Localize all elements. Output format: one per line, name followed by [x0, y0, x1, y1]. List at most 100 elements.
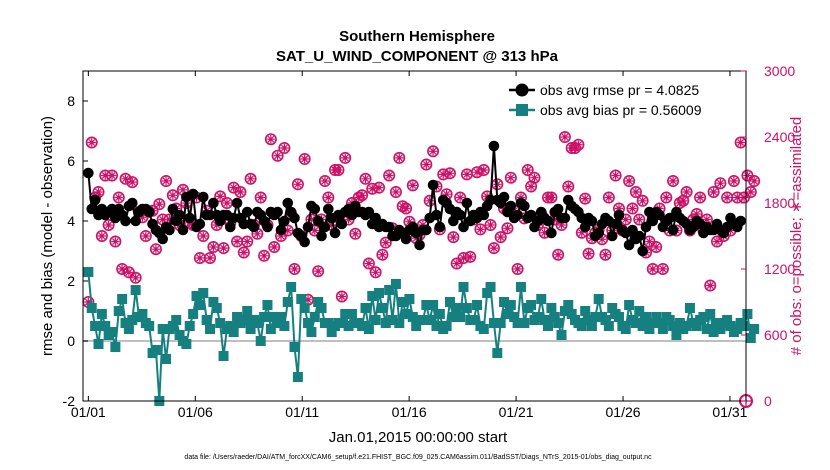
- rmse-point: [647, 215, 659, 227]
- obs-possible-point: [494, 231, 507, 244]
- obs-possible-point: [609, 169, 622, 182]
- rmse-point: [248, 221, 260, 233]
- rmse-point: [525, 209, 537, 221]
- rmse-point: [427, 179, 439, 191]
- bias-point: [576, 321, 587, 331]
- obs-assimilated-point: [232, 237, 242, 246]
- obs-possible-point: [623, 175, 636, 188]
- rmse-point: [735, 215, 746, 227]
- obs-assimilated-point: [722, 193, 732, 202]
- obs-assimilated-point: [222, 198, 232, 208]
- obs-assimilated-point: [104, 220, 113, 230]
- obs-assimilated-point: [584, 249, 593, 258]
- obs-assimilated-point: [658, 264, 668, 274]
- bias-point: [499, 297, 510, 307]
- obs-assimilated-point: [310, 226, 319, 235]
- rmse-point: [627, 224, 638, 236]
- obs-assimilated-point: [334, 165, 343, 175]
- rmse-point: [279, 215, 290, 227]
- bias-point: [681, 321, 692, 331]
- bias-point: [96, 309, 107, 319]
- rmse-point: [552, 203, 564, 215]
- bias-point: [407, 312, 418, 322]
- obs-assimilated-point: [280, 143, 289, 153]
- bias-point: [289, 342, 300, 352]
- obs-assimilated-point: [246, 174, 255, 183]
- bias-point: [188, 309, 199, 319]
- bias-point: [664, 315, 675, 325]
- obs-possible-point: [504, 171, 517, 184]
- x-tick-label: 01/11: [285, 404, 319, 420]
- obs-assimilated-point: [486, 220, 495, 230]
- obs-assimilated-point: [425, 196, 434, 205]
- bias-point: [299, 303, 310, 313]
- rmse-point: [542, 215, 554, 227]
- obs-possible-point: [667, 175, 680, 188]
- obs-assimilated-point: [716, 179, 725, 188]
- obs-assimilated-point: [381, 238, 390, 247]
- obs-possible-point: [278, 142, 291, 155]
- obs-assimilated-point: [682, 187, 691, 197]
- obs-possible-point: [406, 179, 419, 192]
- obs-assimilated-point: [276, 231, 286, 241]
- bias-point: [674, 318, 685, 328]
- obs-possible-point: [599, 248, 612, 261]
- bias-point: [684, 303, 695, 313]
- obs-assimilated-point: [357, 191, 367, 200]
- bias-point: [346, 309, 357, 319]
- obs-possible-point: [572, 138, 585, 151]
- obs-assimilated-point: [553, 250, 563, 259]
- obs-possible-point: [149, 243, 162, 256]
- obs-assimilated-point: [530, 173, 539, 182]
- bias-point: [387, 315, 398, 325]
- y-tick-label-right: 600: [764, 327, 788, 343]
- bias-point: [83, 267, 94, 277]
- obs-possible-point: [271, 149, 284, 162]
- bias-point: [279, 321, 290, 331]
- obs-possible-point: [298, 153, 311, 166]
- obs-possible-point: [204, 252, 217, 265]
- obs-assimilated-point: [445, 169, 455, 178]
- obs-assimilated-point: [624, 176, 634, 186]
- bias-point: [394, 318, 405, 328]
- obs-possible-point: [112, 191, 125, 204]
- y-tick-label-left: 4: [67, 213, 75, 229]
- obs-assimilated-point: [131, 273, 140, 282]
- obs-possible-point: [217, 242, 230, 255]
- obs-assimilated-point: [320, 176, 330, 186]
- bias-point: [613, 312, 624, 322]
- obs-possible-point: [241, 235, 254, 248]
- bias-point: [705, 309, 716, 319]
- obs-assimilated-point: [692, 209, 701, 219]
- bias-point: [370, 315, 381, 325]
- bias-point: [532, 312, 543, 322]
- obs-possible-point: [291, 178, 304, 191]
- bias-point: [708, 327, 719, 337]
- bias-point: [519, 318, 530, 328]
- bias-point: [357, 321, 368, 331]
- obs-assimilated-point: [439, 170, 448, 179]
- bias-point: [93, 339, 104, 349]
- obs-possible-point: [650, 241, 663, 254]
- obs-assimilated-point: [462, 170, 472, 179]
- bias-point: [431, 321, 442, 331]
- rmse-point: [302, 221, 314, 233]
- obs-possible-point: [369, 266, 382, 279]
- bias-point: [181, 339, 192, 349]
- obs-assimilated-point: [526, 182, 536, 191]
- obs-assimilated-point: [219, 243, 228, 253]
- obs-possible-point: [95, 230, 108, 243]
- obs-possible-point: [420, 158, 433, 171]
- obs-assimilated-point: [87, 138, 96, 147]
- bias-point: [512, 318, 523, 328]
- rmse-point: [667, 224, 679, 236]
- obs-assimilated-point: [398, 202, 407, 211]
- rmse-point: [421, 224, 432, 236]
- bias-point: [492, 348, 503, 358]
- rmse-point: [434, 221, 446, 233]
- obs-assimilated-point: [121, 174, 130, 183]
- obs-assimilated-point: [178, 185, 188, 194]
- obs-possible-point: [85, 136, 98, 149]
- bias-point: [262, 300, 273, 310]
- obs-assimilated-point: [368, 184, 377, 193]
